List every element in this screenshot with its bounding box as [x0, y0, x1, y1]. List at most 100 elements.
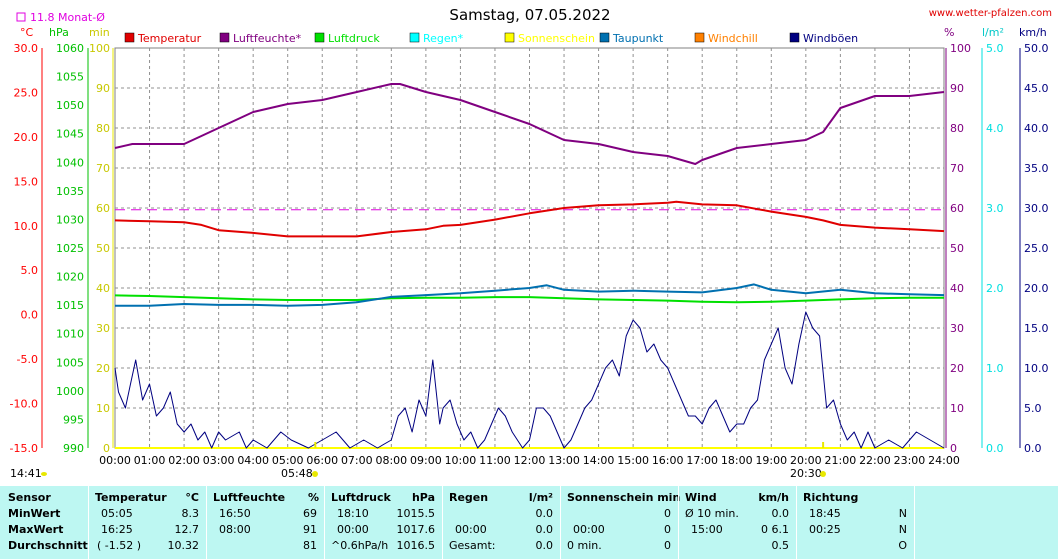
stats-wind-unit: km/h — [758, 491, 789, 504]
y-tick-label-wind_kmh: 0.0 — [1024, 442, 1042, 455]
x-tick-label: 05:00 — [272, 454, 304, 467]
stats-press-min-val: 1015.5 — [396, 507, 436, 520]
y-tick-label-humidity_pct: 30 — [950, 322, 964, 335]
y-tick-label-wind_kmh: 30.0 — [1024, 202, 1049, 215]
moon-icon — [820, 471, 826, 477]
y-tick-label-temp_c: -5.0 — [17, 353, 38, 366]
sun-small-icon — [41, 472, 47, 476]
sun-icon — [312, 471, 318, 477]
axes: 00:00 01:00 02:00 03:00 04:00 05:00 06:00 07:00… — [10, 42, 1049, 467]
y-tick-label-sun_min: 80 — [96, 122, 110, 135]
y-tick-label-rain_lm2: 4.0 — [986, 122, 1004, 135]
stats-wind-max-val: 0 6.1 — [761, 523, 789, 536]
y-tick-label-pressure_hpa: 1035 — [56, 185, 84, 198]
stats-sun-avg-note: 0 min. — [567, 539, 602, 552]
legend-swatch — [124, 32, 135, 43]
y-tick-label-temp_c: -15.0 — [10, 442, 38, 455]
y-tick-label-pressure_hpa: 995 — [63, 413, 84, 426]
stats-temp-min-val: 8.3 — [181, 507, 200, 520]
y-tick-label-rain_lm2: 5.0 — [986, 42, 1004, 55]
unit-rain: l/m² — [982, 26, 1004, 39]
stats-rain-max-time: 00:00 — [455, 523, 487, 536]
y-tick-label-temp_c: -10.0 — [10, 398, 38, 411]
sunset-label: 20:30 — [790, 467, 822, 480]
stats-dir-header: Richtung — [803, 491, 859, 504]
y-tick-label-sun_min: 100 — [89, 42, 110, 55]
stats-rain-header: Regen — [449, 491, 489, 504]
y-tick-label-temp_c: 15.0 — [14, 175, 39, 188]
legend-swatch — [409, 32, 420, 43]
x-tick-label: 17:00 — [686, 454, 718, 467]
legend-swatch — [504, 32, 515, 43]
y-tick-label-pressure_hpa: 1060 — [56, 42, 84, 55]
stats-col-temp: Temperatur °C 05:05 8.3 16:25 12.7 ( -1.52 … — [88, 486, 207, 559]
stats-table: Sensor MinWert MaxWert Durchschnitt Temp… — [0, 486, 1058, 559]
x-tick-label: 10:00 — [445, 454, 477, 467]
legend-label: Taupunkt — [612, 32, 664, 45]
y-tick-label-temp_c: 25.0 — [14, 86, 39, 99]
unit-wind: km/h — [1019, 26, 1047, 39]
y-tick-label-sun_min: 20 — [96, 362, 110, 375]
y-tick-label-rain_lm2: 1.0 — [986, 362, 1004, 375]
legend-label: Temperatur — [137, 32, 202, 45]
stats-dir-max-val: N — [898, 523, 907, 536]
y-tick-label-wind_kmh: 35.0 — [1024, 162, 1049, 175]
stats-rain-min-val: 0.0 — [535, 507, 554, 520]
x-tick-label: 18:00 — [721, 454, 753, 467]
y-tick-label-wind_kmh: 45.0 — [1024, 82, 1049, 95]
stats-press-max-time: 00:00 — [337, 523, 369, 536]
x-tick-label: 03:00 — [203, 454, 235, 467]
stats-row-max: MaxWert — [8, 523, 64, 536]
stats-rain-unit: l/m² — [528, 491, 553, 504]
stats-hum-unit: % — [307, 491, 319, 504]
x-tick-label: 19:00 — [755, 454, 787, 467]
legend-swatch — [789, 32, 800, 43]
x-tick-label: 04:00 — [237, 454, 269, 467]
y-tick-label-pressure_hpa: 1020 — [56, 271, 84, 284]
stats-press-header: Luftdruck — [331, 491, 391, 504]
stats-dir-min-val: N — [898, 507, 907, 520]
y-tick-label-humidity_pct: 90 — [950, 82, 964, 95]
y-tick-label-temp_c: 5.0 — [21, 264, 39, 277]
y-tick-label-pressure_hpa: 1025 — [56, 242, 84, 255]
stats-sun-avg-val: 0 — [664, 539, 671, 552]
stats-dir-min-time: 18:45 — [809, 507, 841, 520]
x-tick-label: 12:00 — [514, 454, 546, 467]
stats-wind-min-val: 0.0 — [771, 507, 790, 520]
series — [114, 83, 945, 449]
x-tick-label: 21:00 — [825, 454, 857, 467]
y-tick-label-pressure_hpa: 1000 — [56, 385, 84, 398]
stats-wind-avg-val: 0.5 — [771, 539, 790, 552]
x-tick-label: 23:00 — [894, 454, 926, 467]
series-line-windben — [114, 311, 945, 449]
x-tick-label: 02:00 — [168, 454, 200, 467]
y-tick-label-wind_kmh: 20.0 — [1024, 282, 1049, 295]
unit-humidity: % — [944, 26, 954, 39]
legend-swatch — [314, 32, 325, 43]
weather-chart: 00:00 01:00 02:00 03:00 04:00 05:00 06:00 07:00… — [10, 6, 1052, 480]
stats-hum-max-time: 08:00 — [219, 523, 251, 536]
y-tick-label-pressure_hpa: 1005 — [56, 356, 84, 369]
y-tick-label-pressure_hpa: 1050 — [56, 99, 84, 112]
stats-hum-header: Luftfeuchte — [213, 491, 286, 504]
x-tick-label: 11:00 — [479, 454, 511, 467]
legend-label: Luftdruck — [328, 32, 380, 45]
stats-dir-max-time: 00:25 — [809, 523, 841, 536]
stats-col-sun: Sonnenschein min 0 00:00 0 0 min. 0 — [560, 486, 680, 559]
y-tick-label-pressure_hpa: 1040 — [56, 156, 84, 169]
legend-label: Regen* — [423, 32, 464, 45]
y-tick-label-rain_lm2: 2.0 — [986, 282, 1004, 295]
stats-temp-unit: °C — [185, 491, 199, 504]
x-tick-label: 13:00 — [548, 454, 580, 467]
stats-press-min-time: 18:10 — [337, 507, 369, 520]
series-line-temperatur — [114, 200, 945, 238]
x-tick-label: 07:00 — [341, 454, 373, 467]
y-tick-label-rain_lm2: 3.0 — [986, 202, 1004, 215]
stats-press-unit: hPa — [411, 491, 435, 504]
y-tick-label-sun_min: 60 — [96, 202, 110, 215]
series-line-taupunkt — [115, 283, 945, 307]
y-tick-label-sun_min: 0 — [103, 442, 110, 455]
stats-temp-avg-val: 10.32 — [167, 539, 200, 552]
y-tick-label-humidity_pct: 100 — [950, 42, 971, 55]
unit-sun: min — [89, 26, 110, 39]
